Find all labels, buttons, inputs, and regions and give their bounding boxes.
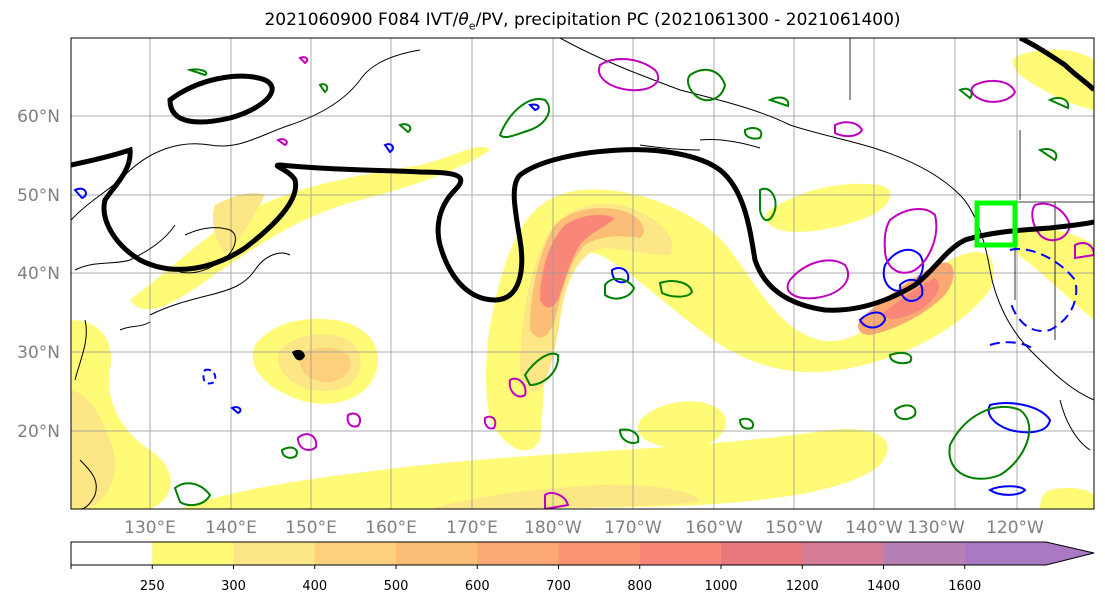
lon-label: 140°E: [205, 518, 257, 538]
colorbar-swatch: [802, 542, 884, 565]
colorbar-swatch: [314, 542, 397, 565]
precip-contours: [73, 103, 1078, 496]
highlight-box: [974, 200, 1018, 248]
colorbar-tick-label: 800: [627, 579, 652, 594]
lon-label: 130°E: [124, 518, 176, 538]
colorbar-swatch: [558, 542, 641, 565]
colorbar-tick-label: 1000: [704, 579, 737, 594]
lon-label: 170°E: [446, 518, 498, 538]
lat-label: 60°N: [17, 107, 60, 127]
small-black-contour: [292, 349, 305, 361]
colorbar-swatch: [233, 542, 316, 565]
lat-label: 40°N: [17, 264, 60, 284]
colorbar-tick-label: 600: [465, 579, 490, 594]
lon-labels: 130°E 140°E 150°E 160°E 170°E 180°W 170°…: [124, 518, 1044, 538]
map-border: [70, 37, 1095, 510]
lat-labels: 60°N 50°N 40°N 30°N 20°N: [17, 107, 60, 442]
lon-label: 170°W: [604, 518, 662, 538]
plot-title: 2021060900 F084 IVT/θe/PV, precipitation…: [0, 10, 1105, 32]
colorbar-tick-label: 400: [302, 579, 327, 594]
colorbar-tick-label: 700: [546, 579, 571, 594]
lat-label: 30°N: [17, 343, 60, 363]
colorbar-swatch: [71, 542, 153, 565]
pv-contours: [71, 38, 1094, 313]
title-theta: θ: [458, 10, 469, 30]
colorbar-tick-label: 1600: [948, 579, 981, 594]
colorbar-swatch: [883, 542, 966, 565]
colorbar-tick-label: 1400: [867, 579, 900, 594]
colorbar-tick-label: 250: [140, 579, 165, 594]
lat-label: 50°N: [17, 186, 60, 206]
lat-label: 20°N: [17, 422, 60, 442]
colorbar-ticks: 250 300 400 500 600 700 800 1000 1200 1400 1600: [70, 565, 981, 594]
colorbar-outline: [70, 541, 1095, 566]
title-suffix: /PV, precipitation PC (2021061300 - 2021…: [475, 10, 901, 30]
title-sub: e: [468, 19, 476, 33]
colorbar-tick-label: 500: [384, 579, 409, 594]
lon-label: 150°W: [765, 518, 823, 538]
colorbar-swatch: [639, 542, 722, 565]
colorbar-tick-label: 1200: [786, 579, 819, 594]
lon-label: 160°W: [685, 518, 743, 538]
theta-contours: [173, 68, 1070, 507]
gridlines: [71, 38, 1094, 509]
ivt-contours: [276, 56, 1094, 509]
colorbar-swatch: [721, 542, 803, 565]
colorbar-swatch: [152, 542, 234, 565]
ivt-shading: [71, 49, 1094, 509]
title-prefix: 2021060900 F084 IVT/: [264, 10, 459, 30]
map-content: [71, 38, 1094, 509]
colorbar: 250 300 400 500 600 700 800 1000 1200 1400 1600: [70, 541, 1095, 594]
lon-label: 120°W: [986, 518, 1044, 538]
lon-label: 140°W: [845, 518, 903, 538]
colorbar-swatch: [396, 542, 478, 565]
colorbar-swatch: [964, 542, 1094, 565]
colorbar-swatches: [71, 542, 1094, 565]
lon-label: 160°E: [365, 518, 417, 538]
colorbar-tick-label: 300: [221, 579, 246, 594]
lon-label: 180°W: [524, 518, 582, 538]
lon-label: 150°E: [285, 518, 337, 538]
colorbar-swatch: [477, 542, 559, 565]
lon-label: 130°W: [907, 518, 965, 538]
